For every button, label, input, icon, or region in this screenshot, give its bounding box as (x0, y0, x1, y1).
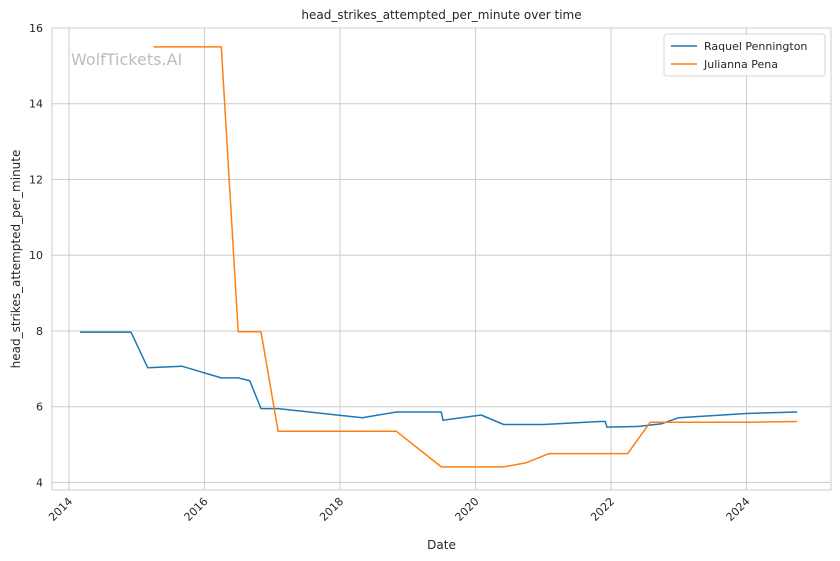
x-axis-label: Date (427, 538, 456, 552)
series-layer (80, 46, 798, 468)
y-tick-label: 16 (29, 22, 43, 35)
watermark: WolfTickets.AI (71, 50, 182, 69)
y-tick-label: 14 (29, 98, 43, 111)
legend-entry: Raquel Pennington (704, 40, 807, 53)
legend-box (663, 33, 826, 77)
y-tick-label: 4 (36, 476, 43, 489)
y-tick-label: 12 (29, 173, 43, 186)
y-tick-label: 6 (36, 401, 43, 414)
y-axis-ticks: 4 6 8 10 12 14 16 (29, 22, 43, 489)
series-line-1 (153, 46, 798, 468)
chart-title: head_strikes_attempted_per_minute over t… (301, 8, 581, 22)
legend: Raquel Pennington Julianna Pena (663, 33, 826, 77)
y-axis-label: head_strikes_attempted_per_minute (9, 150, 23, 369)
y-tick-label: 8 (36, 325, 43, 338)
y-tick-label: 10 (29, 249, 43, 262)
series-line-0 (80, 331, 798, 428)
legend-entry: Julianna Pena (703, 58, 778, 71)
plot-frame (51, 27, 832, 491)
